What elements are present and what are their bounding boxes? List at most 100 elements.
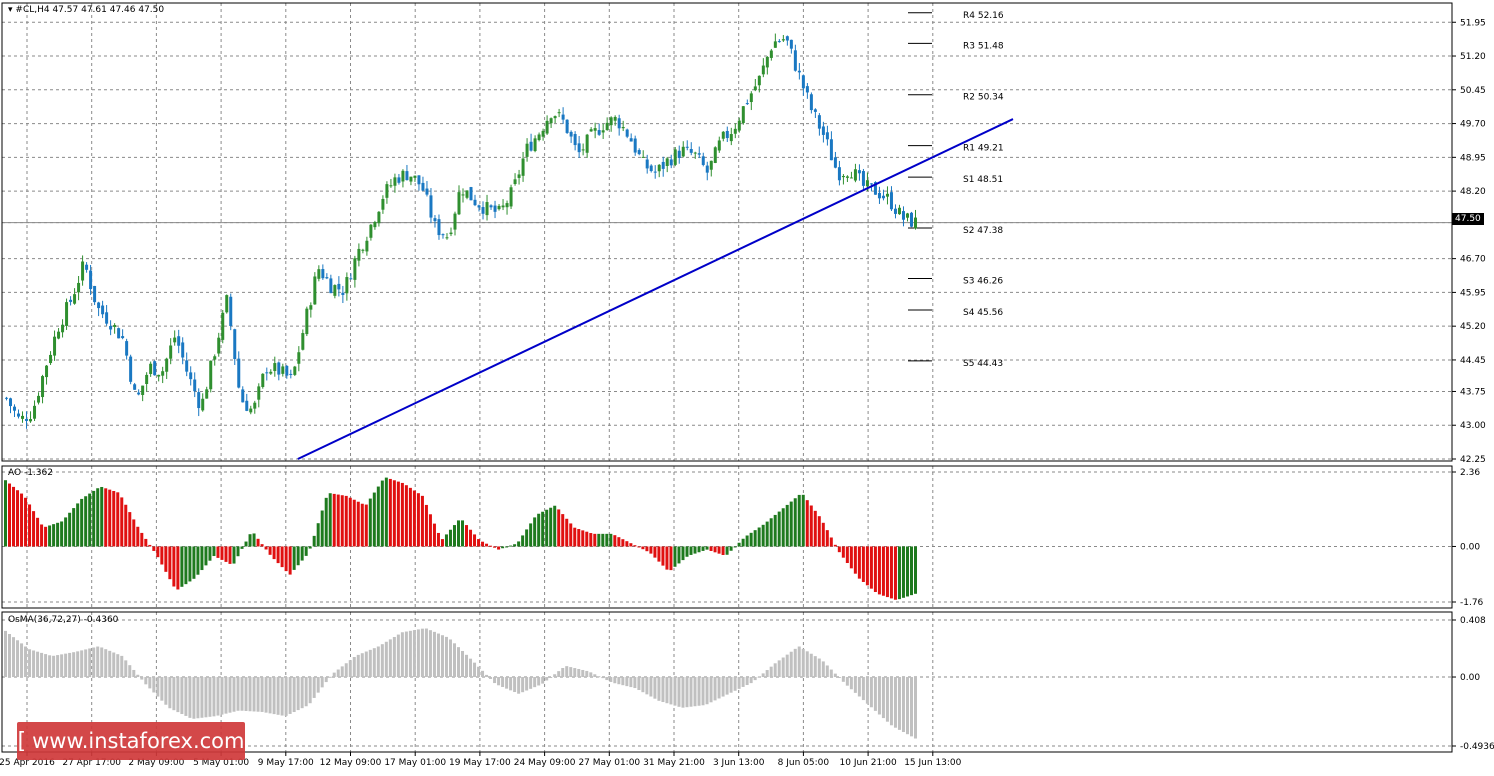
ao-bar-down (633, 545, 637, 547)
osma-bar (549, 677, 553, 679)
current-price-tag: 47.50 (1452, 213, 1484, 225)
ao-bar-up (533, 517, 537, 547)
osma-bar (569, 667, 573, 678)
candle-down (233, 329, 237, 359)
candle-up (293, 366, 297, 375)
osma-bar (352, 657, 356, 678)
ao-bar-up (773, 514, 777, 547)
ao-bar-down (841, 546, 845, 558)
osma-bar (481, 670, 485, 678)
osma-bar (641, 677, 645, 693)
ao-bar-down (20, 493, 24, 547)
ao-bar-up (320, 510, 324, 547)
ao-bar-up (517, 541, 521, 547)
ao-bar-down (340, 495, 344, 547)
ao-bar-down (557, 509, 561, 547)
ao-bar-up (737, 542, 741, 547)
pivot-label: R3 51.48 (963, 41, 1004, 51)
ao-bar-up (525, 529, 529, 547)
ao-bar-down (857, 546, 861, 579)
ao-bar-up (697, 546, 701, 553)
ao-bar-down (809, 505, 813, 547)
y-tick-label: 49.70 (1460, 120, 1486, 130)
ao-bar-down (136, 526, 140, 547)
osma-bar (705, 677, 709, 705)
osma-bar (80, 650, 84, 678)
ao-bar-up (601, 533, 605, 547)
osma-bar (745, 677, 749, 686)
x-tick-label: 25 Apr 2016 (0, 758, 55, 768)
ao-bar-down (28, 504, 32, 547)
candle-up (505, 203, 509, 208)
osma-bar (376, 646, 380, 678)
candle-down (697, 153, 701, 155)
osma-bar (204, 677, 208, 718)
ao-bar-down (264, 546, 268, 550)
candle-up (401, 170, 405, 182)
trendline (297, 118, 1014, 460)
ao-bar-down (424, 504, 428, 547)
ao-bar-down (721, 546, 725, 555)
ao-bar-down (465, 525, 469, 547)
osma-bar (4, 630, 8, 678)
osma-bar (521, 677, 525, 693)
ao-bar-down (420, 495, 424, 547)
candle-up (389, 185, 393, 187)
candle-up (373, 222, 377, 228)
pivot-label: R1 49.21 (963, 144, 1004, 154)
candle-up (609, 117, 613, 126)
osma-y-tick-label: 0.00 (1460, 673, 1480, 683)
osma-bar (252, 677, 256, 712)
candle-up (457, 192, 461, 215)
ao-bar-down (280, 546, 284, 568)
osma-bar (813, 656, 817, 678)
candle-up (217, 337, 221, 354)
osma-bar (877, 677, 881, 715)
candle-up (673, 149, 677, 165)
ao-bar-up (312, 535, 316, 547)
ao-bar-up (741, 538, 745, 547)
osma-bar (440, 635, 444, 678)
x-tick-label: 9 May 17:00 (258, 758, 314, 768)
ao-bar-up (236, 546, 240, 557)
candle-up (733, 128, 737, 134)
candle-up (761, 65, 765, 75)
x-tick-label: 5 May 01:00 (193, 758, 249, 768)
candle-up (905, 213, 909, 218)
osma-bar (501, 677, 505, 687)
osma-bar (685, 677, 689, 708)
ao-bar-down (284, 546, 288, 572)
candle-up (281, 366, 285, 374)
candle-down (625, 129, 629, 137)
candle-up (369, 224, 373, 238)
candle-down (725, 130, 729, 139)
ao-bar-up (677, 546, 681, 564)
candle-up (445, 237, 449, 239)
ao-bar-up (380, 480, 384, 547)
candle-up (165, 358, 169, 372)
osma-bar (465, 654, 469, 678)
osma-bar (825, 665, 829, 678)
candle-up (721, 131, 725, 139)
candle-up (201, 398, 205, 411)
ao-bar-down (44, 526, 48, 547)
candle-up (757, 75, 761, 86)
ao-y-tick-label: 2.36 (1460, 468, 1480, 478)
ao-bar-up (52, 524, 56, 547)
osma-bar (529, 677, 533, 689)
osma-bar (869, 677, 873, 708)
axis-labels: 25 Apr 2016 27 Apr 17:00 2 May 09:00 5 May … (0, 18, 1494, 768)
ao-bar-down (645, 546, 649, 552)
ao-bar-up (84, 496, 88, 547)
candle-down (877, 192, 881, 199)
ao-bar-down (120, 497, 124, 547)
ao-bar-up (505, 546, 509, 548)
ao-pane-frame (1, 465, 1453, 609)
ao-bar-down (104, 488, 108, 547)
candle-down (101, 305, 105, 315)
ao-bar-up (64, 517, 68, 547)
osma-bar (36, 651, 40, 678)
candle-down (9, 398, 13, 407)
candle-up (485, 202, 489, 216)
y-tick-label: 48.20 (1460, 187, 1486, 197)
